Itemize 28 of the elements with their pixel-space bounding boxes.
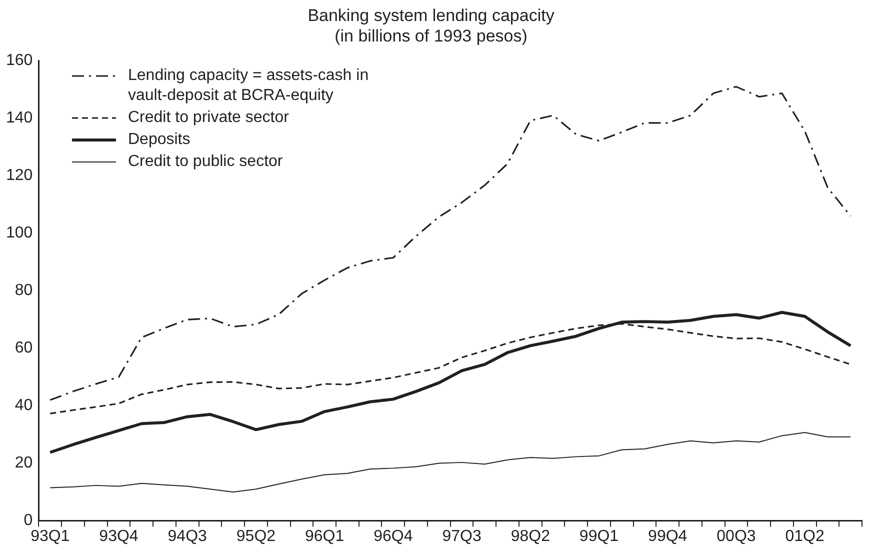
y-tick-label: 80 [14,282,33,300]
x-tick-label: 94Q3 [168,528,208,545]
x-tick-label: 93Q1 [30,528,70,545]
x-tick-label: 00Q3 [716,528,756,545]
x-tick-label: 96Q1 [304,528,344,545]
x-tick-label: 98Q2 [510,528,550,545]
legend-label: Lending capacity = assets-cash in vault-deposit at BCRA-equity [128,66,370,106]
x-tick-label: 96Q4 [374,528,413,545]
legend-label: Deposits [128,130,192,150]
y-tick-label: 140 [6,110,33,127]
legend-label: Credit to private sector [128,108,290,128]
y-tick-label: 20 [14,454,33,472]
x-tick-label: 99Q1 [579,528,619,545]
y-tick-label: 120 [6,167,33,184]
y-tick-label: 160 [6,52,33,70]
line-series [49,86,852,401]
x-tick-label: 99Q4 [648,528,688,545]
chart-subtitle: (in billions of 1993 pesos) [334,26,528,46]
y-tick-label: 100 [6,224,33,242]
x-tick-label: 01Q2 [785,528,824,545]
chart-title: Banking system lending capacity [308,6,555,25]
x-tick-label: 93Q4 [99,528,138,545]
legend-label: Credit to public sector [128,152,284,172]
y-tick-label: 60 [14,340,33,357]
x-tick-label: 97Q3 [442,528,482,545]
x-tick-label: 95Q2 [236,528,276,545]
y-tick-label: 40 [14,397,33,414]
y-tick-label: 0 [24,512,33,530]
